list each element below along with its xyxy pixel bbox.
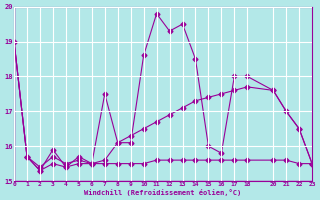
X-axis label: Windchill (Refroidissement éolien,°C): Windchill (Refroidissement éolien,°C)	[84, 189, 242, 196]
